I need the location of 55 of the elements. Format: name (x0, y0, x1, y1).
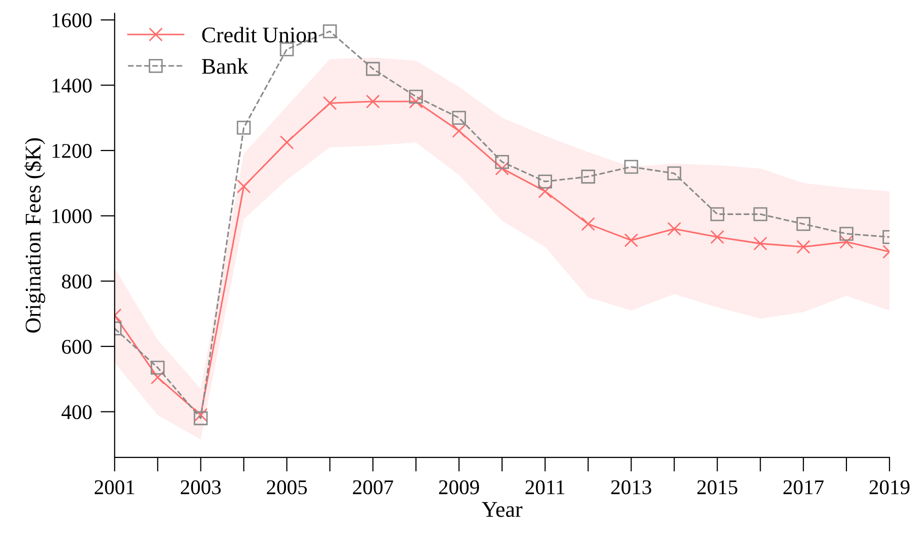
point (753, 207, 768, 222)
point (452, 124, 466, 138)
point (322, 96, 337, 110)
x-tick-label: 2001 (94, 480, 134, 494)
point (581, 170, 596, 184)
x-tick-label: 2015 (697, 480, 738, 494)
point (495, 162, 509, 176)
x-tick-label: 2003 (180, 480, 221, 494)
point (796, 240, 810, 254)
point (624, 233, 638, 248)
x-tick-label: 2011 (526, 480, 564, 494)
legend-label: Bank (202, 58, 248, 74)
x-tick-label: 2019 (870, 480, 910, 494)
legend-label: Credit Union (202, 26, 318, 42)
point (710, 207, 724, 222)
point (280, 42, 294, 56)
point (495, 154, 509, 169)
point (753, 236, 768, 251)
point (409, 94, 423, 108)
x-tick-label: 2017 (783, 480, 824, 494)
point (194, 408, 208, 422)
point (236, 179, 251, 194)
point (452, 110, 466, 125)
point (667, 222, 682, 236)
point (667, 166, 682, 180)
y-tick-label: 400 (62, 405, 92, 420)
point (538, 174, 552, 188)
y-tick-label: 1200 (52, 144, 92, 158)
point (624, 160, 638, 174)
point (839, 226, 854, 241)
y-tick-label: 1400 (52, 78, 92, 93)
y-axis-title: Origination Fees ($K) (24, 138, 46, 333)
x-tick-label: 2007 (352, 480, 394, 494)
point (322, 24, 337, 38)
point (236, 120, 251, 135)
point (839, 234, 854, 249)
x-tick-label: 2013 (611, 480, 652, 494)
x-tick-label: 2009 (439, 480, 479, 494)
x-axis-title: Year (482, 502, 522, 517)
x-tick-label: 2005 (266, 480, 307, 494)
point (150, 360, 165, 375)
point (538, 184, 552, 198)
point (194, 411, 208, 426)
point (796, 217, 810, 231)
point (280, 135, 294, 150)
point (366, 62, 380, 76)
y-tick-label: 1000 (52, 209, 92, 224)
y-tick-label: 1600 (52, 13, 92, 28)
point (150, 370, 165, 384)
point (409, 90, 423, 104)
y-tick-label: 600 (62, 340, 92, 354)
y-tick-label: 800 (62, 274, 92, 289)
point (710, 230, 724, 244)
point (366, 94, 380, 108)
point (581, 217, 596, 231)
